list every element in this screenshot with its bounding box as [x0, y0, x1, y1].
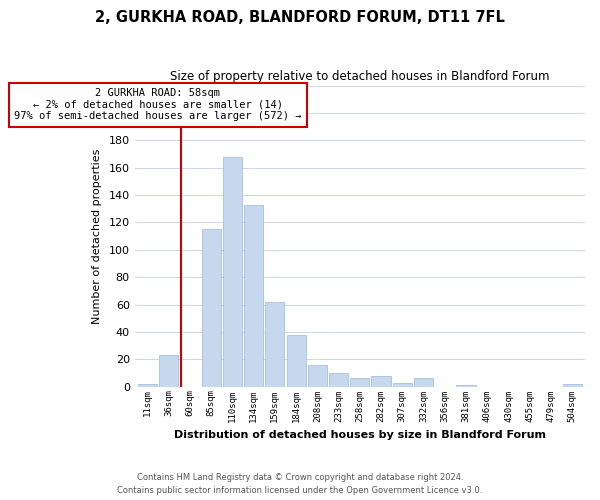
Title: Size of property relative to detached houses in Blandford Forum: Size of property relative to detached ho… [170, 70, 550, 83]
Bar [308, 364, 327, 386]
Text: 2, GURKHA ROAD, BLANDFORD FORUM, DT11 7FL: 2, GURKHA ROAD, BLANDFORD FORUM, DT11 7F… [95, 10, 505, 25]
Bar [202, 230, 221, 386]
Bar [329, 373, 348, 386]
Bar [159, 355, 178, 386]
Bar [350, 378, 370, 386]
Bar [414, 378, 433, 386]
Bar [287, 334, 305, 386]
Bar [244, 204, 263, 386]
X-axis label: Distribution of detached houses by size in Blandford Forum: Distribution of detached houses by size … [174, 430, 546, 440]
Bar [393, 382, 412, 386]
Bar [223, 156, 242, 386]
Y-axis label: Number of detached properties: Number of detached properties [92, 148, 101, 324]
Text: Contains HM Land Registry data © Crown copyright and database right 2024.
Contai: Contains HM Land Registry data © Crown c… [118, 473, 482, 495]
Bar [371, 376, 391, 386]
Bar [563, 384, 582, 386]
Bar [138, 384, 157, 386]
Text: 2 GURKHA ROAD: 58sqm
← 2% of detached houses are smaller (14)
97% of semi-detach: 2 GURKHA ROAD: 58sqm ← 2% of detached ho… [14, 88, 302, 122]
Bar [265, 302, 284, 386]
